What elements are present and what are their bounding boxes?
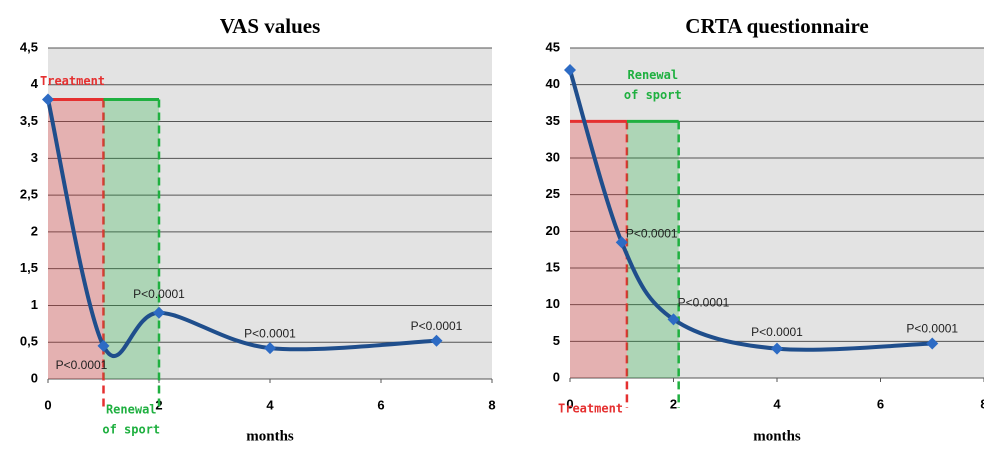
point-label: P<0.0001 xyxy=(906,322,958,336)
marker xyxy=(771,342,783,355)
x-tick-label: 4 xyxy=(266,397,274,412)
x-tick-label: 2 xyxy=(670,396,677,411)
y-tick-label: 20 xyxy=(546,223,560,238)
y-tick-label: 0 xyxy=(553,369,560,384)
marker xyxy=(667,313,680,326)
y-tick-label: 5 xyxy=(553,333,560,348)
x-axis-label: months xyxy=(753,428,801,444)
point-label: P<0.0001 xyxy=(56,358,108,372)
point-label: P<0.0001 xyxy=(751,325,803,339)
y-tick-label: 2 xyxy=(31,223,38,238)
marker xyxy=(42,93,54,106)
chart-title: CRTA questionnaire xyxy=(685,14,868,38)
y-tick-label: 15 xyxy=(546,259,560,274)
region-label: of sport xyxy=(624,88,682,102)
region-fill xyxy=(103,99,159,379)
x-tick-label: 8 xyxy=(488,397,495,412)
x-tick-label: 0 xyxy=(566,396,573,411)
y-tick-label: 1 xyxy=(31,297,38,312)
region-fill xyxy=(626,121,679,378)
y-tick-label: 3 xyxy=(31,150,38,165)
x-tick-label: 6 xyxy=(377,397,384,412)
x-tick-label: 4 xyxy=(773,396,781,411)
marker xyxy=(564,64,576,76)
y-tick-label: 25 xyxy=(546,186,560,201)
region-fill xyxy=(570,121,627,378)
y-tick-label: 40 xyxy=(546,76,560,91)
y-tick-label: 4,5 xyxy=(20,39,38,54)
region xyxy=(626,119,680,408)
marker xyxy=(430,334,443,347)
y-tick-label: 2,5 xyxy=(20,187,38,202)
point-label: P<0.0001 xyxy=(678,296,730,310)
y-tick-label: 4 xyxy=(31,76,39,91)
y-tick-label: 1,5 xyxy=(20,260,38,275)
region-label: Renewal xyxy=(628,68,679,82)
region-label: of sport xyxy=(102,423,160,437)
x-tick-label: 0 xyxy=(44,397,51,412)
plot-area xyxy=(570,48,984,378)
x-tick-label: 6 xyxy=(877,396,884,411)
marker xyxy=(926,337,939,350)
y-tick-label: 30 xyxy=(546,149,560,164)
marker xyxy=(264,342,276,355)
point-label: P<0.0001 xyxy=(411,319,463,333)
x-tick-label: 8 xyxy=(980,396,984,411)
region-label: Treatment xyxy=(40,74,105,88)
marker xyxy=(615,236,628,249)
marker xyxy=(97,339,110,352)
y-tick-label: 45 xyxy=(546,39,560,54)
point-label: P<0.0001 xyxy=(626,227,678,241)
region xyxy=(103,97,161,409)
plot-area xyxy=(48,48,492,379)
y-tick-label: 0,5 xyxy=(20,334,38,349)
marker xyxy=(153,306,165,319)
chart-title: VAS values xyxy=(220,14,321,38)
point-label: P<0.0001 xyxy=(244,326,296,340)
y-tick-label: 35 xyxy=(546,113,560,128)
region-label: Renewal xyxy=(106,403,157,417)
y-tick-label: 3,5 xyxy=(20,113,38,128)
region-label: Treatment xyxy=(558,402,623,416)
point-label: P<0.0001 xyxy=(133,287,185,301)
x-axis-label: months xyxy=(246,428,294,444)
y-tick-label: 10 xyxy=(546,296,560,311)
y-tick-label: 0 xyxy=(31,370,38,385)
